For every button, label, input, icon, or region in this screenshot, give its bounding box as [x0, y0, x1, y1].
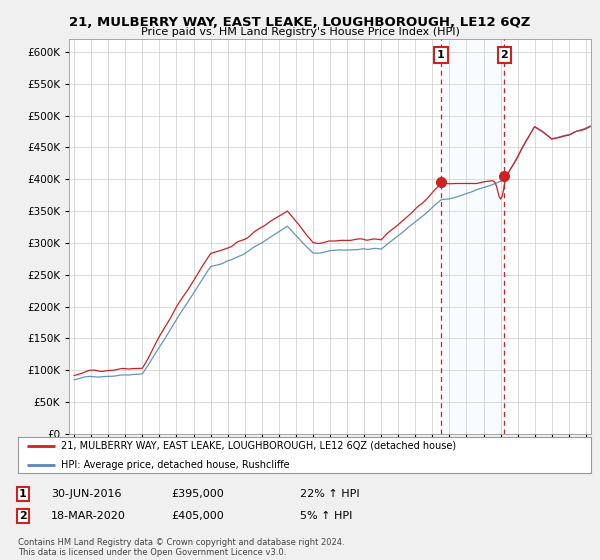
Text: Price paid vs. HM Land Registry's House Price Index (HPI): Price paid vs. HM Land Registry's House … [140, 27, 460, 37]
Text: 21, MULBERRY WAY, EAST LEAKE, LOUGHBOROUGH, LE12 6QZ (detached house): 21, MULBERRY WAY, EAST LEAKE, LOUGHBOROU… [61, 441, 456, 451]
Text: £405,000: £405,000 [171, 511, 224, 521]
Text: 1: 1 [19, 489, 26, 499]
Text: 2: 2 [19, 511, 26, 521]
Text: HPI: Average price, detached house, Rushcliffe: HPI: Average price, detached house, Rush… [61, 460, 290, 470]
Text: 22% ↑ HPI: 22% ↑ HPI [300, 489, 359, 499]
Text: Contains HM Land Registry data © Crown copyright and database right 2024.
This d: Contains HM Land Registry data © Crown c… [18, 538, 344, 557]
Text: 1: 1 [437, 50, 445, 60]
Text: 5% ↑ HPI: 5% ↑ HPI [300, 511, 352, 521]
Bar [441, 39, 504, 434]
Text: 30-JUN-2016: 30-JUN-2016 [51, 489, 121, 499]
Text: 21, MULBERRY WAY, EAST LEAKE, LOUGHBOROUGH, LE12 6QZ: 21, MULBERRY WAY, EAST LEAKE, LOUGHBOROU… [70, 16, 530, 29]
Text: £395,000: £395,000 [171, 489, 224, 499]
Text: 18-MAR-2020: 18-MAR-2020 [51, 511, 126, 521]
Text: 2: 2 [500, 50, 508, 60]
